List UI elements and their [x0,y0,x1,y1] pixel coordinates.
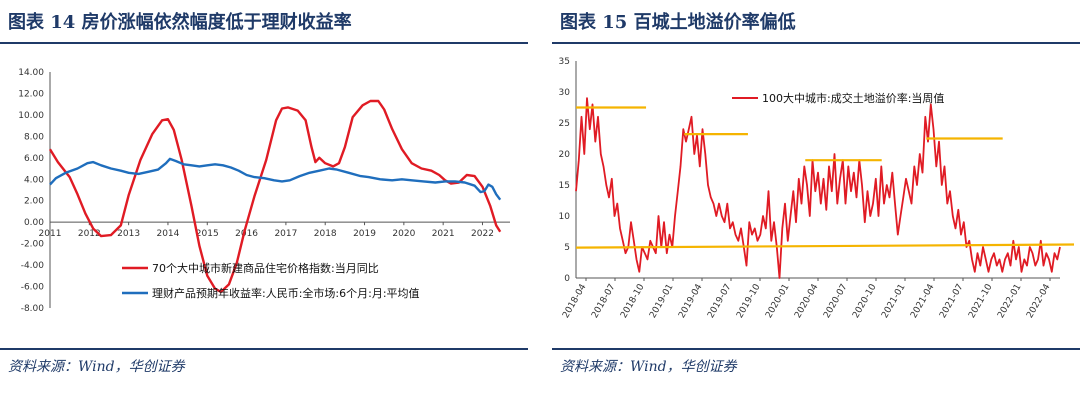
x-tick-label: 2020 [392,229,415,239]
figure-14-top-rule [0,42,528,44]
y-tick-label: -2.00 [21,240,45,250]
x-tick-label: 2019-04 [677,282,705,320]
y-tick-label: 0 [564,274,570,284]
y-tick-label: 30 [559,88,571,98]
x-tick-label: 2022 [471,229,494,239]
x-tick-label: 2021-04 [909,282,937,320]
figure-14-panel: 图表 14 房价涨幅依然幅度低于理财收益率 14.00 12.00 10.00 8.0… [0,0,528,409]
figure-15-bottom-rule [552,348,1080,350]
y-tick-label: 10.00 [18,111,44,121]
x-tick-label: 2019-07 [706,283,733,321]
x-tick-label: 2020-10 [851,282,879,320]
y-tick-label: 12.00 [18,89,44,99]
figure-14-source: 资料来源：Wind，华创证券 [8,359,185,375]
figure-15-title: 图表 15 百城土地溢价率偏低 [560,12,796,33]
y-tick-label: 35 [559,57,570,67]
x-tick-label: 2013 [117,229,140,239]
x-tick-label: 2020-07 [822,283,849,321]
series-line-2 [49,157,502,201]
y-tick-label: 0.00 [24,218,44,228]
y-tick-label: 6.00 [24,154,44,164]
y-tick-label: 20 [559,150,571,160]
legend-label: 100大中城市:成交土地溢价率:当周值 [762,91,944,105]
y-tick-label: -4.00 [21,261,45,271]
y-tick-label: -6.00 [21,283,45,293]
legend-label-1: 70个大中城市新建商品住宅价格指数:当月同比 [152,261,379,275]
figure-14-bottom-rule [0,348,528,350]
x-tick-label: 2021-10 [967,282,995,320]
x-tick-label: 2017 [274,229,297,239]
x-tick-label: 2011 [39,229,62,239]
x-tick-label: 2019-01 [648,283,675,321]
x-tick-label: 2014 [156,229,179,239]
figure-15-panel: 图表 15 百城土地溢价率偏低 35 30 25 20 15 10 5 0 2018-04 201… [552,0,1080,409]
x-tick-label: 2018-07 [590,283,617,321]
y-tick-label: 15 [559,181,570,191]
y-tick-label: 2.00 [24,197,44,207]
y-tick-label: -8.00 [21,304,45,314]
x-tick-label: 2019 [353,229,376,239]
x-tick-label: 2020-01 [764,283,791,321]
x-tick-label: 2022-01 [996,283,1023,321]
y-tick-label: 10 [559,212,571,222]
figure-14-chart: 14.00 12.00 10.00 8.00 6.00 4.00 2.00 0.00 -2.00… [18,68,510,314]
x-tick-label: 2020-04 [793,282,821,320]
series-line-premium-rate [575,97,1061,279]
reference-line-5 [575,243,1075,249]
y-tick-label: 25 [559,119,570,129]
y-tick-label: 5 [564,243,570,253]
x-tick-label: 2018-10 [619,282,647,320]
x-tick-label: 2021-07 [938,283,965,321]
x-tick-label: 2022-04 [1025,282,1053,320]
x-tick-label: 2016 [235,229,258,239]
figure-15-source: 资料来源：Wind，华创证券 [560,359,737,375]
x-tick-label: 2021 [432,229,455,239]
x-tick-label: 2021-01 [880,283,907,321]
y-tick-label: 8.00 [24,132,44,142]
x-tick-label: 2018 [314,229,337,239]
legend-label-2: 理财产品预期年收益率:人民币:全市场:6个月:月:平均值 [152,286,420,300]
x-tick-label: 2015 [196,229,219,239]
figure-14-title: 图表 14 房价涨幅依然幅度低于理财收益率 [8,12,352,33]
figure-15-top-rule [552,42,1080,44]
x-tick-label: 2018-04 [561,282,589,320]
y-tick-label: 14.00 [18,68,44,78]
x-tick-label: 2019-10 [735,282,763,320]
x-tick-label: 2012 [78,229,101,239]
series-line-1 [48,99,502,294]
y-tick-label: 4.00 [24,175,44,185]
